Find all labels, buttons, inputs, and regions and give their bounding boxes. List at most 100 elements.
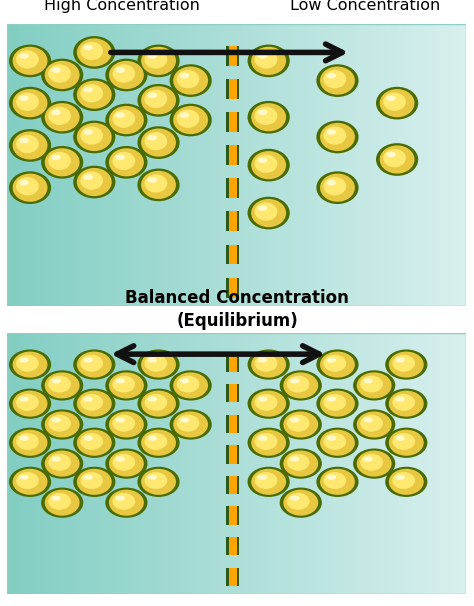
Ellipse shape	[80, 472, 103, 489]
Ellipse shape	[83, 396, 93, 402]
Ellipse shape	[324, 394, 346, 411]
Ellipse shape	[280, 370, 322, 401]
Ellipse shape	[316, 428, 358, 458]
Ellipse shape	[77, 123, 112, 151]
Ellipse shape	[13, 351, 47, 378]
Bar	[229, 537, 237, 556]
Ellipse shape	[83, 436, 93, 441]
Ellipse shape	[360, 376, 383, 393]
Ellipse shape	[147, 93, 157, 98]
Bar	[227, 507, 239, 525]
Ellipse shape	[51, 418, 61, 422]
Ellipse shape	[320, 351, 355, 378]
Ellipse shape	[147, 358, 157, 362]
Ellipse shape	[51, 456, 61, 462]
Bar	[227, 145, 239, 165]
Ellipse shape	[353, 370, 395, 401]
Ellipse shape	[173, 372, 208, 399]
Ellipse shape	[177, 376, 200, 393]
Ellipse shape	[45, 411, 80, 438]
Ellipse shape	[287, 376, 310, 393]
Ellipse shape	[251, 199, 286, 227]
Bar	[227, 245, 239, 264]
Ellipse shape	[283, 372, 318, 399]
Bar	[229, 245, 237, 264]
Ellipse shape	[376, 87, 418, 119]
Ellipse shape	[112, 376, 135, 393]
Ellipse shape	[137, 467, 180, 497]
Ellipse shape	[251, 391, 286, 417]
Ellipse shape	[180, 418, 189, 422]
Ellipse shape	[109, 61, 144, 89]
Ellipse shape	[147, 474, 157, 480]
Ellipse shape	[16, 135, 39, 153]
Ellipse shape	[9, 129, 51, 162]
Ellipse shape	[180, 73, 189, 79]
Ellipse shape	[324, 177, 346, 195]
Ellipse shape	[173, 106, 208, 134]
Ellipse shape	[13, 47, 47, 75]
Ellipse shape	[19, 180, 29, 185]
Ellipse shape	[77, 430, 112, 456]
Ellipse shape	[145, 90, 167, 108]
Ellipse shape	[255, 107, 277, 125]
Ellipse shape	[19, 358, 29, 362]
Ellipse shape	[112, 64, 135, 82]
Ellipse shape	[145, 394, 167, 411]
Ellipse shape	[77, 168, 112, 196]
Ellipse shape	[376, 143, 418, 176]
Ellipse shape	[141, 171, 176, 199]
Ellipse shape	[360, 415, 383, 431]
Ellipse shape	[13, 430, 47, 456]
Ellipse shape	[290, 378, 300, 384]
Ellipse shape	[141, 128, 176, 157]
Ellipse shape	[105, 410, 147, 439]
Ellipse shape	[287, 454, 310, 471]
Text: High Concentration: High Concentration	[44, 0, 200, 13]
Bar	[229, 445, 237, 464]
Ellipse shape	[258, 474, 267, 480]
Ellipse shape	[13, 89, 47, 117]
Ellipse shape	[80, 127, 103, 145]
Bar	[229, 46, 237, 66]
Ellipse shape	[109, 411, 144, 438]
Ellipse shape	[324, 472, 346, 489]
Ellipse shape	[287, 493, 310, 510]
Ellipse shape	[327, 180, 336, 185]
Ellipse shape	[180, 378, 189, 384]
Ellipse shape	[389, 391, 424, 417]
Ellipse shape	[287, 415, 310, 431]
Ellipse shape	[73, 467, 115, 497]
Bar	[229, 476, 237, 494]
Ellipse shape	[353, 410, 395, 439]
Ellipse shape	[45, 61, 80, 89]
Ellipse shape	[45, 148, 80, 176]
Ellipse shape	[247, 388, 290, 419]
Ellipse shape	[290, 418, 300, 422]
Ellipse shape	[41, 410, 83, 439]
Ellipse shape	[147, 436, 157, 441]
Ellipse shape	[83, 87, 93, 93]
Ellipse shape	[283, 451, 318, 476]
Ellipse shape	[170, 410, 212, 439]
Ellipse shape	[73, 350, 115, 380]
Ellipse shape	[51, 496, 61, 501]
Ellipse shape	[251, 469, 286, 495]
Ellipse shape	[357, 451, 392, 476]
Bar	[227, 46, 239, 66]
Ellipse shape	[83, 129, 93, 135]
Ellipse shape	[83, 474, 93, 480]
Ellipse shape	[77, 391, 112, 417]
Ellipse shape	[251, 151, 286, 179]
Ellipse shape	[105, 488, 147, 518]
Ellipse shape	[109, 490, 144, 516]
Bar	[229, 384, 237, 402]
Ellipse shape	[109, 451, 144, 476]
Ellipse shape	[327, 474, 336, 480]
Ellipse shape	[320, 391, 355, 417]
Ellipse shape	[247, 197, 290, 230]
Ellipse shape	[19, 396, 29, 402]
Ellipse shape	[316, 388, 358, 419]
Ellipse shape	[283, 490, 318, 516]
Ellipse shape	[13, 469, 47, 495]
